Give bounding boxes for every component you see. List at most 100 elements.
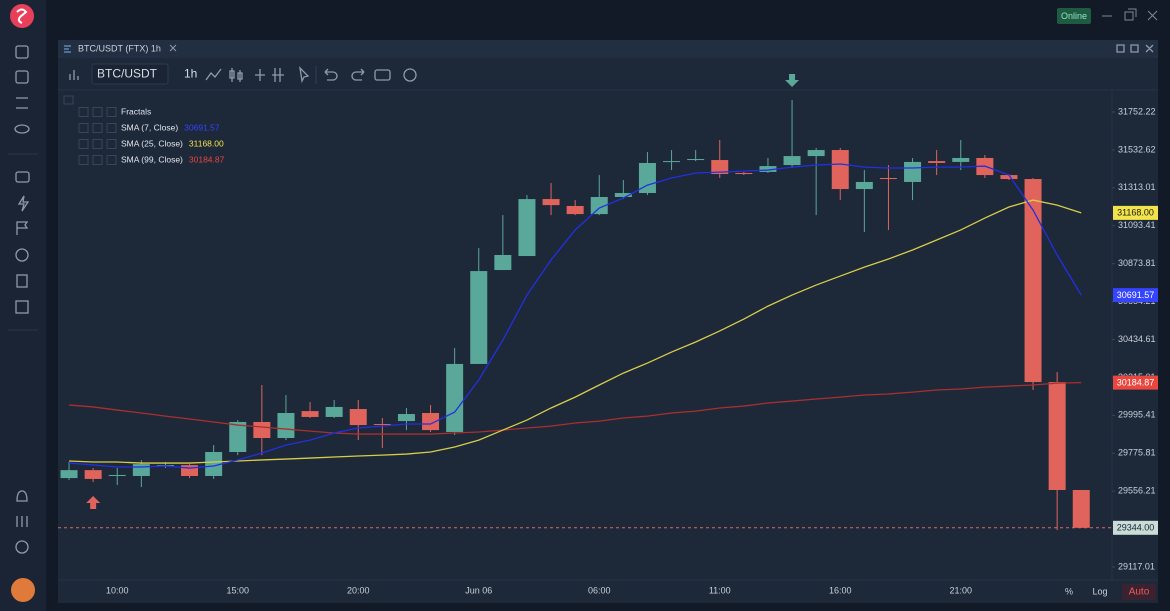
y-tick-label: 31532.62: [1118, 144, 1156, 154]
candle-body: [132, 464, 150, 477]
y-tick-label: 29775.81: [1118, 448, 1156, 458]
nav-icon[interactable]: [15, 248, 29, 262]
candle-body: [373, 424, 391, 426]
tool-icon[interactable]: [299, 66, 310, 84]
candle-body: [60, 470, 78, 479]
candle-body: [783, 156, 801, 166]
screenshot[interactable]: [374, 69, 391, 81]
price-badge: [1113, 288, 1158, 303]
window-controls[interactable]: [1102, 8, 1158, 21]
symbol-box[interactable]: [91, 63, 169, 85]
legend-checkbox: [92, 123, 103, 133]
x-tick-label: Jun 06: [465, 585, 492, 595]
tab-close[interactable]: [169, 44, 177, 52]
nav-icon[interactable]: [15, 70, 29, 84]
nav-icon[interactable]: [15, 171, 30, 183]
candle-body: [446, 363, 464, 432]
legend-checkbox: [106, 155, 117, 165]
last-price-text: 29344.00: [1117, 523, 1155, 533]
candle-body: [229, 421, 247, 453]
fractal-arrow-down: [785, 73, 800, 87]
candle-body: [1024, 179, 1042, 383]
panel-controls[interactable]: [1116, 44, 1154, 53]
candle-body: [735, 172, 753, 175]
legend-checkbox: [106, 123, 117, 133]
scale-button[interactable]: %: [1065, 586, 1073, 596]
plot: 31752.22 31532.62 31313.01 31093.41 30873.81…: [58, 73, 1158, 595]
symbol[interactable]: BTC/USDT: [97, 67, 158, 81]
scale-button-bg: [1122, 584, 1156, 600]
tab-title[interactable]: BTC/USDT (FTX) 1h: [78, 43, 161, 53]
candle-body: [84, 470, 102, 479]
avatar[interactable]: [11, 578, 35, 602]
legend-checkbox: [78, 107, 89, 117]
tool-icon[interactable]: [229, 68, 243, 82]
nav-icon[interactable]: [15, 45, 29, 59]
nav-icon[interactable]: [16, 221, 29, 235]
x-tick-label: 20:00: [347, 585, 370, 595]
candle-body: [711, 160, 729, 175]
scale-button[interactable]: Log: [1092, 586, 1107, 596]
x-tick-label: 15:00: [226, 585, 249, 595]
nav-icon[interactable]: [17, 195, 30, 212]
sma-line: [69, 199, 1082, 464]
fractal-arrow-up: [86, 496, 101, 510]
legend-toggle[interactable]: [63, 95, 74, 105]
candle-body: [759, 166, 777, 172]
candle-body: [277, 412, 295, 439]
candle-body: [325, 406, 343, 417]
candle-body: [638, 162, 656, 194]
price-badge-text: 31168.00: [1117, 208, 1154, 218]
tab-bar: [58, 40, 1158, 58]
legend-checkbox: [106, 139, 117, 149]
sma-line: [68, 381, 1082, 435]
tool-icon[interactable]: [205, 68, 222, 81]
nav-icon[interactable]: [15, 540, 29, 554]
candle-body: [904, 161, 922, 182]
nav-icon[interactable]: [14, 124, 30, 134]
nav-icon[interactable]: [16, 274, 28, 288]
x-tick-label: 11:00: [709, 585, 731, 595]
y-tick-label: 29117.01: [1118, 561, 1155, 571]
candle-body: [108, 474, 126, 477]
y-tick-label: 29556.21: [1118, 486, 1156, 496]
settings[interactable]: [403, 68, 417, 82]
last-price-badge: [1113, 520, 1158, 535]
nav-icon[interactable]: [16, 97, 28, 109]
candle-body: [663, 161, 681, 163]
redo[interactable]: [351, 68, 365, 81]
toolbar-icons: [205, 66, 417, 84]
y-tick-label: 30873.81: [1118, 258, 1156, 268]
chart-type-icon[interactable]: [69, 70, 79, 80]
candle-body: [566, 205, 584, 215]
price-badge-text: 30184.87: [1117, 377, 1155, 387]
interval[interactable]: 1h: [184, 67, 197, 81]
candle-body: [614, 193, 632, 197]
tool-icon[interactable]: [272, 68, 284, 82]
legend-name: SMA (99, Close): [121, 154, 183, 164]
scale-button[interactable]: Auto: [1129, 587, 1150, 598]
tool-icon[interactable]: [255, 69, 265, 81]
candle-body: [518, 199, 536, 257]
legend-checkbox: [106, 107, 117, 117]
undo[interactable]: [324, 68, 338, 81]
candle-body: [879, 177, 897, 180]
status-badge: [1057, 8, 1091, 24]
legend-checkbox: [78, 123, 89, 133]
legend-name: SMA (7, Close): [121, 122, 178, 132]
sidebar-icons: [8, 45, 38, 602]
candle-body: [1048, 382, 1066, 490]
logo-mark: [16, 8, 28, 24]
nav-icon[interactable]: [16, 516, 28, 527]
tab-icon: [64, 45, 71, 53]
y-tick-label: 30434.61: [1118, 334, 1156, 344]
candle-body: [494, 255, 512, 271]
nav-icon[interactable]: [16, 490, 28, 502]
legend-checkbox: [92, 139, 103, 149]
candle-body: [1000, 175, 1018, 180]
candle-body: [422, 412, 440, 431]
nav-icon[interactable]: [15, 300, 29, 314]
